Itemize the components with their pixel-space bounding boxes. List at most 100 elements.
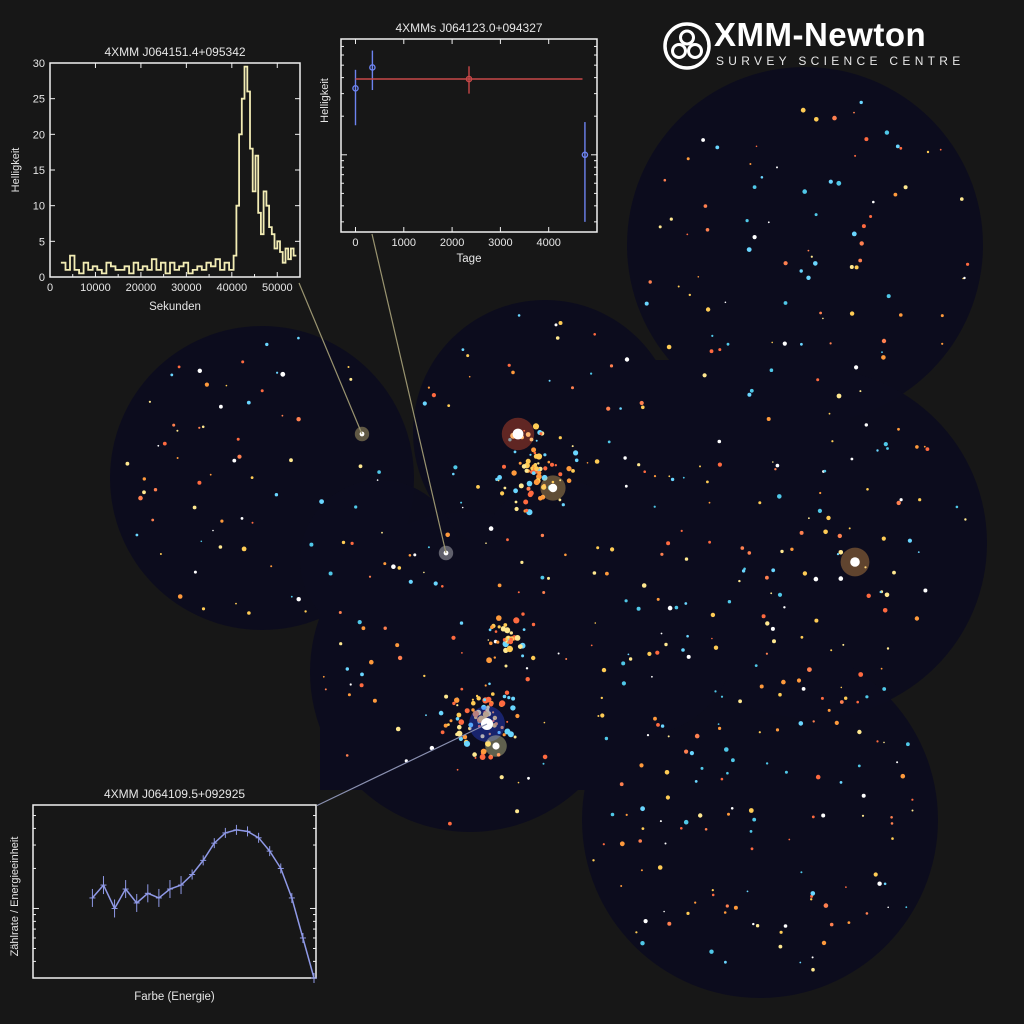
x-ray-source (159, 553, 162, 555)
x-ray-source (637, 463, 641, 467)
x-ray-source (482, 711, 489, 718)
data-point (465, 75, 473, 83)
x-ray-source (724, 301, 727, 304)
x-ray-source (717, 462, 723, 467)
x-ray-source (861, 224, 866, 229)
x-ray-source (749, 830, 753, 833)
x-ray-source (521, 464, 527, 469)
x-ray-source (525, 667, 529, 670)
x-ray-source (480, 734, 485, 739)
x-ray-source (535, 439, 538, 442)
x-ray-source (571, 386, 574, 390)
x-ray-source (510, 705, 516, 711)
x-ray-source (677, 285, 680, 288)
x-ray-source (462, 734, 468, 740)
x-ray-source (527, 776, 530, 780)
x-ray-source (782, 341, 787, 346)
x-ray-source (481, 704, 487, 710)
x-ray-source (643, 470, 646, 474)
x-ray-source (361, 626, 366, 631)
x-ray-source (752, 235, 757, 240)
x-ray-source (558, 321, 563, 325)
x-ray-source (456, 768, 459, 771)
x-ray-source (694, 780, 698, 783)
x-ray-source (515, 713, 520, 719)
x-ray-source (698, 813, 703, 818)
x-ray-source (881, 351, 883, 354)
x-ray-source (810, 891, 816, 896)
data-point (369, 64, 376, 71)
x-ray-source (802, 571, 808, 576)
lightcurve-panel: 4XMM J064151.4+095342 0 10000 20000 30000 40… (0, 42, 306, 320)
x-ray-source (515, 809, 520, 814)
x-ray-source (814, 117, 819, 122)
x-ray-source (504, 664, 508, 668)
x-ray-source (476, 485, 480, 489)
plot-background (32, 804, 317, 979)
x-ray-source (783, 606, 786, 609)
x-ray-source (781, 679, 786, 685)
x-ray-source (853, 111, 855, 114)
x-ray-source (899, 313, 903, 317)
x-ray-source (324, 688, 327, 691)
x-ray-source (240, 517, 244, 520)
x-ray-source (849, 311, 855, 316)
x-ray-source (666, 344, 672, 350)
x-ray-source (861, 793, 866, 798)
x-ray-source (906, 742, 910, 747)
x-ray-source (808, 517, 810, 520)
y-tick-label: 10 (33, 201, 45, 213)
x-ray-source (192, 505, 197, 510)
x-ray-source (820, 696, 824, 700)
x-ray-source (836, 180, 842, 186)
x-ray-source (619, 407, 622, 410)
x-ray-source (531, 447, 537, 453)
x-ray-source (813, 261, 818, 266)
x-ray-source (530, 466, 535, 471)
x-ray-source (775, 463, 780, 468)
x-ray-source (502, 694, 507, 699)
x-ray-source (485, 696, 492, 703)
x-ray-source (533, 479, 540, 486)
x-ray-source (433, 581, 438, 586)
x-ray-source (445, 532, 451, 538)
x-ray-source (509, 637, 513, 641)
x-ray-source (896, 500, 901, 506)
y-tick-label: 20 (33, 129, 45, 141)
x-ray-source (537, 470, 542, 475)
x-ray-source (724, 747, 729, 752)
x-ray-source (681, 648, 685, 652)
x-ray-source (714, 690, 717, 693)
x-ray-source (328, 571, 333, 576)
x-ray-source (600, 713, 605, 718)
x-ray-source (539, 432, 543, 436)
x-ray-source (720, 695, 724, 698)
x-ray-source (555, 336, 560, 340)
x-ray-source (543, 721, 546, 724)
x-ray-source (526, 480, 533, 487)
x-ray-source (232, 458, 237, 463)
x-ray-source (641, 827, 645, 830)
x-ray-source (866, 593, 871, 598)
x-ray-source (859, 241, 864, 246)
x-ray-source (680, 827, 683, 830)
x-ray-source (542, 762, 545, 765)
x-ray-source (896, 761, 899, 764)
x-ray-source (514, 506, 519, 512)
x-ray-source (499, 775, 504, 780)
x-ray-source (619, 841, 625, 847)
x-ray-source (926, 150, 930, 154)
x-ray-source (839, 700, 844, 704)
x-ray-source (536, 473, 542, 480)
x-ray-source (850, 457, 854, 461)
x-ray-source (220, 519, 224, 523)
x-ray-source (724, 960, 727, 964)
longterm-panel: 4XMMs J064123.0+094327 0 1000 2000 3000 4000… (316, 18, 606, 272)
x-ray-source (511, 696, 516, 701)
x-ray-source (761, 614, 766, 619)
x-ray-source (857, 764, 861, 768)
x-ray-source (441, 585, 444, 588)
x-ray-source (566, 466, 572, 472)
x-ray-source (911, 809, 914, 812)
x-tick-label: 50000 (262, 282, 293, 294)
